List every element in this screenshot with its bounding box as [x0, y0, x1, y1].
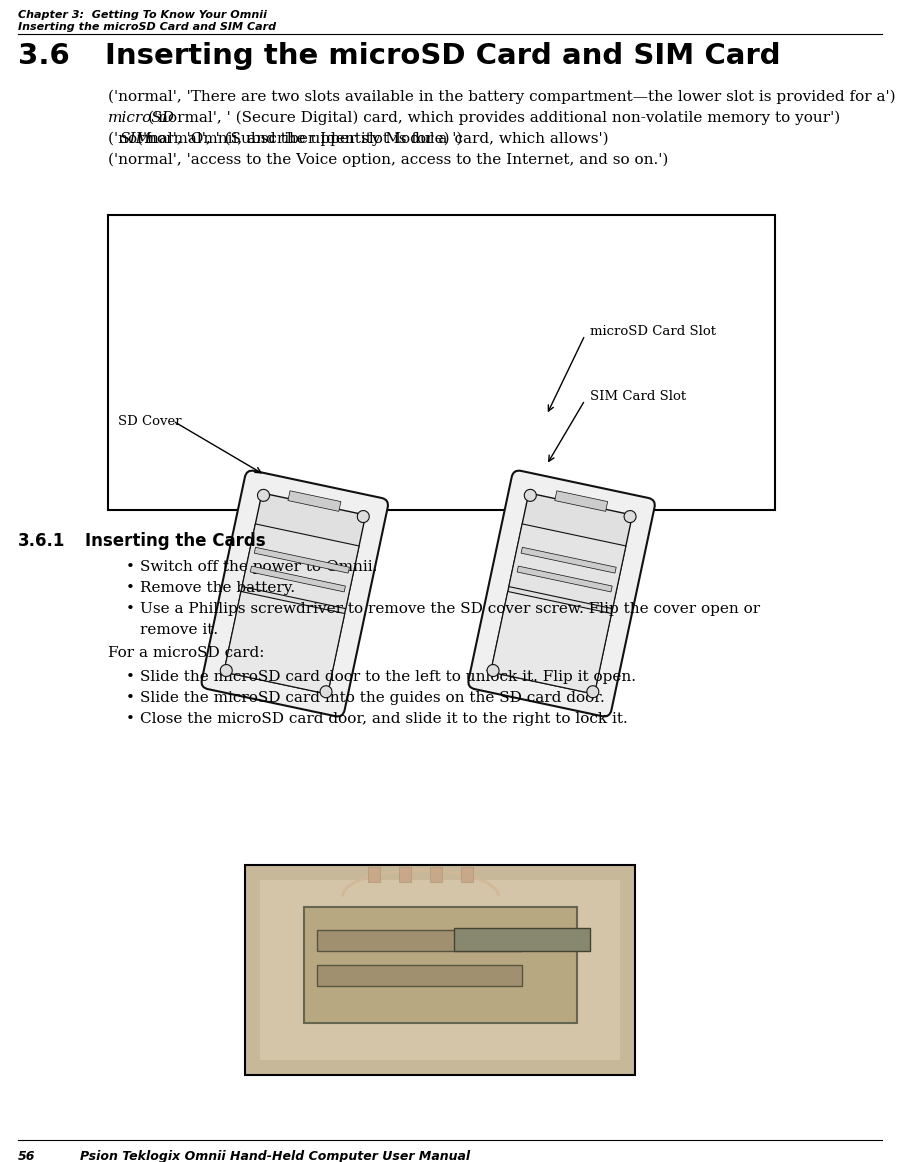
Text: Psion Teklogix Omnii Hand-Held Computer User Manual: Psion Teklogix Omnii Hand-Held Computer … [80, 1150, 470, 1162]
Text: Inserting the Cards: Inserting the Cards [85, 532, 266, 550]
Text: 3.6.1: 3.6.1 [18, 532, 66, 550]
Bar [224, 493, 365, 694]
Text: ('normal', 'Omnii, and the upper slot is for a '): ('normal', 'Omnii, and the upper slot is… [108, 132, 463, 146]
Bar [454, 927, 590, 951]
Text: ('normal', 'access to the Voice option, access to the Internet, and so on.'): ('normal', 'access to the Voice option, … [108, 153, 669, 167]
Text: Chapter 3:  Getting To Know Your Omnii: Chapter 3: Getting To Know Your Omnii [18, 10, 267, 20]
Text: 56: 56 [18, 1150, 35, 1162]
Text: ('normal', ' (Secure Digital) card, which provides additional non-volatile memor: ('normal', ' (Secure Digital) card, whic… [148, 112, 841, 125]
Text: Slide the microSD card into the guides on the SD card door.: Slide the microSD card into the guides o… [140, 691, 605, 705]
Bar [399, 867, 411, 882]
Text: •: • [126, 581, 135, 595]
Text: Inserting the microSD Card and SIM Card: Inserting the microSD Card and SIM Card [105, 42, 780, 70]
FancyBboxPatch shape [468, 471, 655, 717]
Circle shape [220, 665, 232, 676]
Bar [491, 493, 633, 694]
Text: ('normal', ' (Subscriber Identity Module) card, which allows'): ('normal', ' (Subscriber Identity Module… [137, 132, 608, 146]
Text: •: • [126, 560, 135, 574]
Text: 3.6: 3.6 [18, 42, 70, 70]
Bar [430, 867, 442, 882]
Bar [491, 591, 611, 694]
Bar [242, 524, 359, 609]
Bar [260, 880, 620, 1060]
Text: •: • [126, 712, 135, 726]
Circle shape [257, 489, 269, 501]
Text: Switch off the power to Omnii.: Switch off the power to Omnii. [140, 560, 377, 574]
Text: SIM: SIM [120, 132, 151, 146]
Bar [303, 908, 577, 1023]
Bar [317, 964, 522, 985]
Bar [554, 490, 608, 511]
Circle shape [624, 510, 636, 523]
Bar [288, 490, 341, 511]
Circle shape [587, 686, 599, 697]
Text: Inserting the microSD Card and SIM Card: Inserting the microSD Card and SIM Card [18, 22, 276, 33]
Text: SIM Card Slot: SIM Card Slot [590, 390, 686, 403]
Text: remove it.: remove it. [140, 623, 218, 637]
Bar [108, 215, 775, 510]
Text: Use a Phillips screwdriver to remove the SD cover screw. Flip the cover open or: Use a Phillips screwdriver to remove the… [140, 602, 760, 616]
Text: •: • [126, 691, 135, 705]
Bar [245, 865, 635, 1075]
Text: For a microSD card:: For a microSD card: [108, 646, 265, 660]
Bar [224, 591, 345, 694]
Bar [255, 547, 349, 573]
Text: •: • [126, 670, 135, 684]
Bar [518, 566, 612, 591]
Circle shape [525, 489, 536, 501]
Text: Remove the battery.: Remove the battery. [140, 581, 295, 595]
Bar [521, 547, 616, 573]
FancyBboxPatch shape [202, 471, 388, 717]
Bar [317, 930, 522, 951]
Text: microSD: microSD [108, 112, 175, 125]
Bar [462, 867, 473, 882]
Text: Close the microSD card door, and slide it to the right to lock it.: Close the microSD card door, and slide i… [140, 712, 628, 726]
Circle shape [487, 665, 500, 676]
Text: Slide the microSD card door to the left to unlock it. Flip it open.: Slide the microSD card door to the left … [140, 670, 636, 684]
Circle shape [320, 686, 332, 697]
Bar [250, 566, 346, 591]
Bar [368, 867, 380, 882]
Text: •: • [126, 602, 135, 616]
Bar [508, 524, 626, 609]
Text: SD Cover: SD Cover [118, 415, 182, 428]
Circle shape [357, 510, 369, 523]
Text: ('normal', 'There are two slots available in the battery compartment—the lower s: ('normal', 'There are two slots availabl… [108, 89, 896, 105]
Text: microSD Card Slot: microSD Card Slot [590, 325, 716, 338]
